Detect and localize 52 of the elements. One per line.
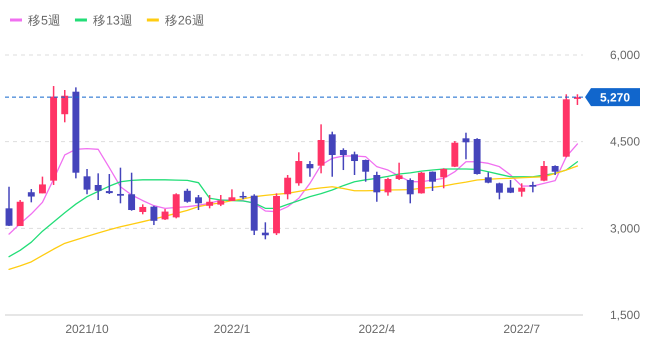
candlestick <box>38 176 46 194</box>
x-tick-label: 2022/7 <box>503 322 540 336</box>
candlestick <box>106 173 113 195</box>
candlestick <box>28 188 35 204</box>
candlestick <box>462 132 470 160</box>
candlestick <box>217 194 224 207</box>
candlestick <box>195 194 202 211</box>
candlestick <box>61 89 68 124</box>
candlestick <box>340 148 347 171</box>
candlestick <box>6 186 12 227</box>
candlestick <box>552 164 559 176</box>
y-tick-label: 6,000 <box>610 48 640 62</box>
candlestick <box>172 192 180 220</box>
y-tick-label: 4,500 <box>610 134 640 149</box>
candlestick <box>451 140 458 168</box>
candlestick <box>496 182 503 200</box>
candlestick <box>139 204 146 216</box>
candlestick <box>396 162 403 181</box>
ref-line-label: 5,270 <box>600 90 630 105</box>
candlestick <box>529 180 536 194</box>
candlestick <box>306 160 314 178</box>
candlestick <box>518 182 526 198</box>
y-tick-label: 1,500 <box>610 308 640 322</box>
x-tick-label: 2021/10 <box>65 322 110 336</box>
candlestick <box>540 160 548 182</box>
candlestick <box>384 176 392 196</box>
candlestick <box>406 178 414 204</box>
candlestick <box>373 170 380 203</box>
legend-label: 移26週 <box>164 14 205 28</box>
candlestick <box>262 222 269 240</box>
y-tick-label: 3,000 <box>610 221 640 236</box>
candlestick <box>284 174 292 200</box>
candlestick <box>206 194 214 210</box>
candlestick <box>362 158 370 182</box>
candlestick <box>295 152 302 186</box>
candlestick <box>574 94 581 106</box>
x-tick-label: 2022/4 <box>358 322 396 336</box>
candlestick <box>351 150 358 176</box>
candlestick <box>440 167 448 190</box>
candlestick <box>328 130 336 178</box>
candlestick <box>162 208 169 221</box>
candlestick <box>507 179 514 194</box>
candlestick <box>84 168 90 195</box>
candlestick <box>94 172 102 201</box>
candlestick <box>128 172 136 212</box>
candlestick <box>429 170 436 192</box>
candlestick <box>418 171 425 194</box>
x-tick-label: 2022/1 <box>214 322 251 336</box>
legend-label: 移5週 <box>28 14 61 28</box>
legend-label: 移13週 <box>92 14 133 28</box>
candlestick <box>184 188 191 204</box>
candlestick <box>150 205 158 226</box>
